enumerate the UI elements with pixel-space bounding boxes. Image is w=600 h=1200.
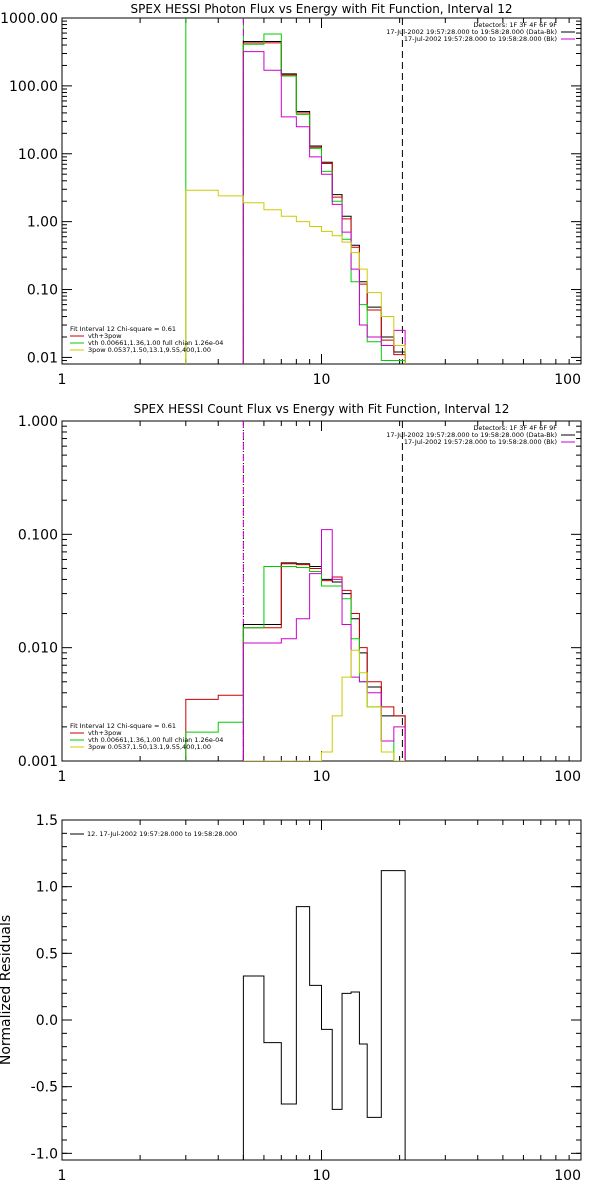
step-series-4 — [185, 189, 406, 364]
x-tick-label: 1 — [58, 372, 67, 388]
residuals-legend-text: 12. 17-Jul-2002 19:57:28.000 to 19:58:28… — [87, 830, 237, 838]
plot-title: SPEX HESSI Photon Flux vs Energy with Fi… — [131, 2, 513, 16]
y-tick-label: 1.5 — [36, 813, 58, 829]
step-series-3 — [242, 51, 406, 364]
info-legend-text: 17-Jul-2002 19:57:28.000 to 19:58:28.000… — [404, 35, 557, 43]
y-tick-label: -0.5 — [31, 1080, 58, 1096]
y-tick-label: 100.00 — [9, 79, 58, 95]
plot-title: SPEX HESSI Count Flux vs Energy with Fit… — [134, 402, 510, 416]
y-tick-label: 1.00 — [27, 215, 58, 231]
series-group — [185, 33, 406, 364]
fit-legend-text: vth 0.00661,1.36,1.00 full chian 1.26e-0… — [88, 736, 223, 744]
info-legend-text: Detectors: 1F 3F 4F 6F 9F — [473, 21, 557, 29]
x-tick-label: 10 — [313, 1168, 331, 1184]
info-legend-text: 17-Jul-2002 19:57:28.000 to 19:58:28.000… — [404, 438, 557, 446]
fit-legend-text: 3pow 0.0537,1.50,13.1,9.55,400,1.00 — [88, 346, 211, 354]
y-axis-label: Normalized Residuals — [0, 915, 14, 1065]
y-tick-label: 0.01 — [27, 350, 58, 366]
step-series-4 — [243, 649, 406, 761]
info-legend-text: 17-Jul-2002 19:57:28.000 to 19:58:28.000… — [386, 431, 557, 439]
count-flux-panel: SPEX HESSI Count Flux vs Energy with Fit… — [18, 402, 582, 785]
x-tick-label: 100 — [554, 1168, 581, 1184]
y-tick-label: 0.010 — [18, 641, 58, 657]
fit-legend-text: vth 0.00661,1.36,1.00 full chian 1.26e-0… — [88, 339, 223, 347]
x-tick-label: 100 — [554, 769, 581, 785]
y-tick-label: 0.0 — [36, 1013, 58, 1029]
series-group — [185, 529, 406, 761]
residuals-panel: -1.0 -0.5 0.0 0.5 1.0 1.5 1 10 100 Normalized Res… — [0, 813, 582, 1184]
y-tick-label: 1.0 — [36, 880, 58, 896]
series-group — [242, 870, 406, 1160]
fit-legend-text: vth+3pow — [88, 332, 122, 340]
x-tick-label: 100 — [554, 372, 581, 388]
step-series-1 — [242, 42, 406, 364]
y-tick-label: -1.0 — [31, 1146, 58, 1162]
info-legend-text: Detectors: 1F 3F 4F 6F 9F — [473, 424, 557, 432]
fit-legend-text: vth+3pow — [88, 729, 122, 737]
step-series-0 — [242, 870, 406, 1160]
fit-legend-text: Fit Interval 12 Chi-square = 0.61 — [70, 722, 176, 730]
y-tick-label: 0.001 — [18, 754, 58, 770]
x-tick-label: 10 — [313, 769, 331, 785]
y-tick-label: 1000.00 — [0, 11, 58, 27]
step-series-2 — [185, 566, 406, 761]
photon-flux-panel: SPEX HESSI Photon Flux vs Energy with Fi… — [0, 2, 582, 388]
y-tick-label: 10.00 — [18, 147, 58, 163]
plot-frame — [61, 17, 582, 365]
plot-frame — [61, 420, 582, 762]
step-series-0 — [242, 562, 406, 761]
y-tick-label: 0.10 — [27, 283, 58, 299]
fit-legend-text: 3pow 0.0537,1.50,13.1,9.55,400,1.00 — [88, 743, 211, 751]
x-tick-label: 1 — [58, 1168, 67, 1184]
x-tick-label: 10 — [313, 372, 331, 388]
fit-legend-text: Fit Interval 12 Chi-square = 0.61 — [70, 325, 176, 333]
info-legend-text: 17-Jul-2002 19:57:28.000 to 19:58:28.000… — [386, 28, 557, 36]
y-tick-label: 0.100 — [18, 527, 58, 543]
y-tick-label: 1.000 — [18, 414, 58, 430]
x-tick-label: 1 — [58, 769, 67, 785]
y-tick-label: 0.5 — [36, 946, 58, 962]
